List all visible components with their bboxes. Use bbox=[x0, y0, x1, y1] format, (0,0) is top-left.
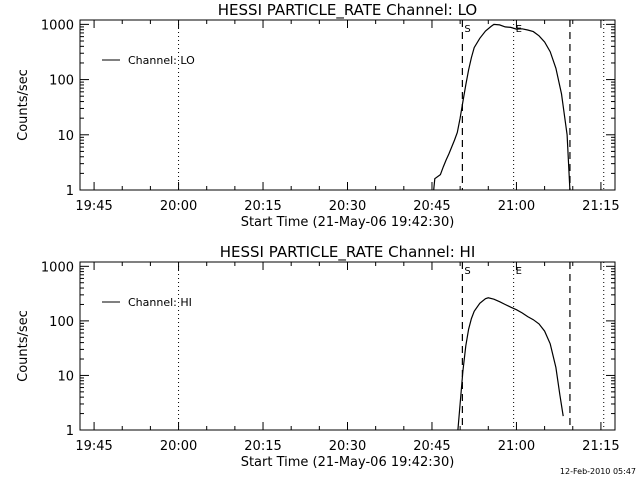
panel-hi: HESSI PARTICLE_RATE Channel: HI Counts/se… bbox=[16, 243, 620, 470]
y-tick-label: 100 bbox=[49, 74, 74, 89]
x-tick-label: 20:15 bbox=[244, 199, 281, 214]
x-tick-label: 20:00 bbox=[160, 199, 197, 214]
x-axis-label: Start Time (21-May-06 19:42:30) bbox=[241, 215, 455, 230]
time-marker-label: E bbox=[516, 266, 522, 277]
x-tick-label: 19:45 bbox=[75, 199, 112, 214]
y-tick-label: 1 bbox=[66, 184, 74, 199]
x-tick-label: 21:00 bbox=[498, 199, 535, 214]
x-tick-label: 20:45 bbox=[413, 199, 450, 214]
legend-label: Channel: LO bbox=[128, 54, 195, 67]
footer-timestamp: 12-Feb-2010 05:47 bbox=[560, 467, 636, 476]
panel-lo: HESSI PARTICLE_RATE Channel: LO Counts/se… bbox=[16, 1, 620, 230]
y-tick-label: 10 bbox=[57, 369, 74, 384]
x-tick-label: 21:15 bbox=[582, 439, 619, 454]
x-tick-label: 21:00 bbox=[498, 439, 535, 454]
y-tick-label: 100 bbox=[49, 315, 74, 330]
x-tick-label: 20:00 bbox=[160, 439, 197, 454]
y-axis-label: Counts/sec bbox=[16, 69, 31, 141]
chart-title: HESSI PARTICLE_RATE Channel: LO bbox=[218, 1, 477, 20]
time-marker-label: S bbox=[464, 266, 470, 277]
y-tick-label: 10 bbox=[57, 129, 74, 144]
y-tick-label: 1000 bbox=[41, 260, 74, 275]
legend-label: Channel: HI bbox=[128, 296, 192, 309]
x-tick-label: 20:30 bbox=[329, 439, 366, 454]
chart-title: HESSI PARTICLE_RATE Channel: HI bbox=[220, 243, 476, 262]
y-tick-label: 1 bbox=[66, 424, 74, 439]
y-tick-label: 1000 bbox=[41, 18, 74, 33]
series-line bbox=[457, 297, 564, 431]
x-tick-label: 20:45 bbox=[413, 439, 450, 454]
time-marker-label: S bbox=[464, 24, 470, 35]
x-tick-label: 21:15 bbox=[582, 199, 619, 214]
plot-frame bbox=[79, 261, 616, 431]
series-line bbox=[433, 23, 571, 191]
x-tick-label: 19:45 bbox=[75, 439, 112, 454]
x-tick-label: 20:30 bbox=[329, 199, 366, 214]
plot-frame bbox=[79, 19, 616, 191]
y-axis-label: Counts/sec bbox=[16, 310, 31, 382]
x-tick-label: 20:15 bbox=[244, 439, 281, 454]
x-axis-label: Start Time (21-May-06 19:42:30) bbox=[241, 455, 455, 470]
